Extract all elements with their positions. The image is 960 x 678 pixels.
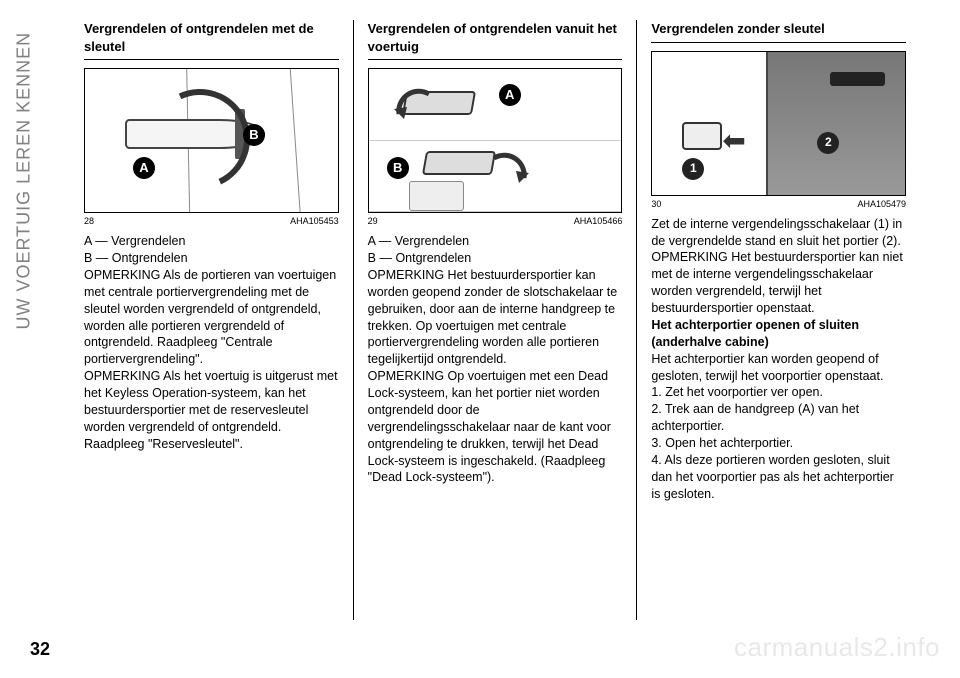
fig30-num: 30 <box>651 198 661 210</box>
col3-step1: 1. Zet het voorportier ver open. <box>651 384 906 401</box>
col1-heading: Vergrendelen of ontgrendelen met de sleu… <box>84 20 339 55</box>
col3-para3: Het achterportier kan worden geopend of … <box>651 351 906 385</box>
figure-29: A B <box>368 68 623 213</box>
col3-para2: OPMERKING Het bestuurdersportier kan nie… <box>651 249 906 317</box>
manual-page: UW VOERTUIG LEREN KENNEN 32 carmanuals2.… <box>0 0 960 678</box>
page-number: 32 <box>30 639 50 660</box>
section-label: UW VOERTUIG LEREN KENNEN <box>14 32 35 330</box>
col3-heading: Vergrendelen zonder sleutel <box>651 20 906 38</box>
badge-2: 2 <box>817 132 839 154</box>
fig28-num: 28 <box>84 215 94 227</box>
col2-line-a: A — Vergrendelen <box>368 233 623 250</box>
col2-heading: Vergrendelen of ontgrendelen vanuit het … <box>368 20 623 55</box>
fig28-code: AHA105453 <box>290 215 339 227</box>
fig30-caption: 30 AHA105479 <box>651 198 906 210</box>
column-3: Vergrendelen zonder sleutel ⬅ 1 2 30 AHA… <box>637 20 920 620</box>
column-2: Vergrendelen of ontgrendelen vanuit het … <box>353 20 638 620</box>
col1-para2: OPMERKING Als het voertuig is uitgerust … <box>84 368 339 452</box>
col1-para1: OPMERKING Als de portieren van voertuige… <box>84 267 339 368</box>
fig28-caption: 28 AHA105453 <box>84 215 339 227</box>
col1-line-a: A — Vergrendelen <box>84 233 339 250</box>
col3-step3: 3. Open het achterportier. <box>651 435 906 452</box>
col3-step4: 4. Als deze portieren worden gesloten, s… <box>651 452 906 503</box>
col2-para2: OPMERKING Op voertuigen met een Dead Loc… <box>368 368 623 486</box>
fig30-code: AHA105479 <box>857 198 906 210</box>
badge-b: B <box>243 124 265 146</box>
fig29-num: 29 <box>368 215 378 227</box>
col2-rule <box>368 59 623 60</box>
fig29-caption: 29 AHA105466 <box>368 215 623 227</box>
col2-para1: OPMERKING Het bestuurdersportier kan wor… <box>368 267 623 368</box>
figure-30: ⬅ 1 2 <box>651 51 906 196</box>
badge-a2: A <box>499 84 521 106</box>
col1-line-b: B — Ontgrendelen <box>84 250 339 267</box>
column-1: Vergrendelen of ontgrendelen met de sleu… <box>70 20 353 620</box>
col1-rule <box>84 59 339 60</box>
watermark: carmanuals2.info <box>734 632 940 663</box>
col2-line-b: B — Ontgrendelen <box>368 250 623 267</box>
arrow-icon: ⬅ <box>722 122 745 160</box>
col3-rule <box>651 42 906 43</box>
badge-b2: B <box>387 157 409 179</box>
fig29-code: AHA105466 <box>574 215 623 227</box>
col3-para1: Zet de interne vergendelingsschakelaar (… <box>651 216 906 250</box>
badge-1: 1 <box>682 158 704 180</box>
content-columns: Vergrendelen of ontgrendelen met de sleu… <box>70 20 920 620</box>
col3-subheading: Het achterportier openen of sluiten (and… <box>651 317 906 351</box>
col3-step2: 2. Trek aan de handgreep (A) van het ach… <box>651 401 906 435</box>
badge-a: A <box>133 157 155 179</box>
figure-28: A B <box>84 68 339 213</box>
